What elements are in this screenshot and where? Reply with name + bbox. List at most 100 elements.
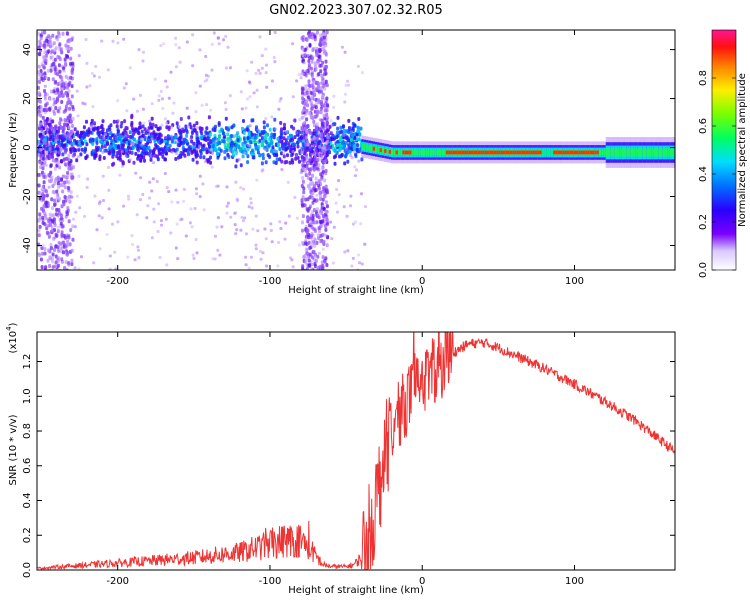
spectrogram-cell: [530, 150, 533, 155]
spectrogram-cell: [321, 263, 325, 268]
spectrogram-cell: [164, 151, 168, 156]
spectrogram-cell: [304, 260, 308, 265]
spectrogram-cell: [324, 184, 328, 189]
spectrogram-cell: [312, 227, 316, 232]
spectrogram-cell: [343, 50, 347, 54]
spectrogram-cell: [66, 137, 70, 141]
spectrogram-cell: [317, 212, 321, 216]
spectrogram-cell: [153, 153, 157, 158]
spectrogram-cell: [321, 94, 325, 99]
spectrogram-cell: [84, 147, 87, 152]
spectrogram-cell: [71, 116, 75, 121]
spectrogram-cell: [157, 139, 161, 144]
spectrogram-cell: [323, 65, 327, 69]
spectrogram-cell: [305, 69, 308, 73]
spectrogram-cell: [246, 154, 250, 159]
spectrogram-cell: [185, 40, 189, 44]
spectrogram-cell: [41, 207, 45, 212]
spectrogram-cell: [190, 139, 194, 144]
spectrogram-cell: [84, 155, 88, 160]
spectrogram-cell: [658, 148, 661, 157]
spectrogram-cell: [82, 134, 86, 139]
spectrogram-cell: [333, 161, 337, 166]
spectrogram-cell: [301, 214, 305, 219]
spectrogram-cell: [191, 149, 195, 154]
spectrogram-cell: [624, 148, 627, 157]
spectrogram-cell: [50, 119, 54, 124]
spectrogram-cell: [140, 137, 144, 141]
spectrogram-cell: [156, 230, 160, 233]
spectrogram-cell: [322, 186, 326, 191]
spectrogram-cell: [71, 237, 75, 242]
spectrogram-cell: [138, 121, 142, 126]
spectrogram-cell: [279, 121, 283, 125]
spectrogram-cell: [264, 117, 268, 120]
spectrogram-cell: [198, 84, 202, 88]
spectrogram-cell: [37, 64, 41, 69]
spectrogram-cell: [54, 138, 58, 143]
spectrogram-cell: [63, 195, 67, 200]
spectrogram-cell: [165, 121, 169, 125]
spectrogram-cell: [65, 118, 69, 123]
spectrogram-cell: [66, 239, 70, 244]
spectrogram-cell: [309, 115, 313, 120]
spectrogram-cell: [335, 130, 339, 135]
spectrogram-cell: [56, 98, 59, 103]
spectrogram-cell: [122, 86, 126, 90]
spectrogram-cell: [361, 143, 364, 150]
spectrogram-cell: [336, 143, 340, 148]
spectrogram-cell: [53, 202, 57, 207]
spectrogram-cell: [350, 130, 353, 134]
spectrogram-cell: [211, 257, 215, 261]
spectrogram-cell: [344, 154, 348, 159]
spectrogram-cell: [507, 150, 510, 155]
spectrogram-cell: [210, 151, 214, 155]
spectrogram-cell: [276, 264, 280, 268]
spectrogram-cell: [250, 206, 254, 210]
spectrogram-cell: [236, 138, 240, 143]
spectrogram-cell: [51, 55, 55, 59]
spectrogram-cell: [128, 150, 132, 155]
spectrogram-cell: [40, 188, 44, 192]
spectrogram-cell: [455, 150, 458, 155]
spectrogram-cell: [255, 178, 259, 182]
spectrogram-cell: [77, 145, 81, 149]
spectrogram-cell: [318, 229, 321, 234]
spectrogram-cell: [329, 131, 333, 136]
spectrogram-cell: [344, 83, 348, 87]
spectrogram-cell: [356, 64, 360, 68]
spectrogram-cell: [566, 150, 570, 155]
snr-series-line: [37, 332, 675, 570]
spectrogram-cell: [140, 143, 144, 147]
spectrogram-cell: [313, 109, 317, 114]
spectrogram-cell: [48, 35, 52, 40]
spectrogram-cell: [336, 115, 340, 120]
spectrogram-cell: [260, 142, 264, 146]
spectrogram-cell: [199, 155, 203, 159]
spectrogram-cell: [296, 144, 300, 149]
spectrogram-cell: [245, 127, 249, 132]
spectrogram-cell: [343, 100, 347, 104]
spectrogram-cell: [302, 139, 305, 143]
spectrogram-cell: [69, 228, 73, 233]
spectrogram-cell: [323, 149, 327, 154]
spectrogram-cell: [200, 103, 204, 107]
spectrogram-cell: [332, 105, 336, 109]
spectrogram-cell: [316, 81, 320, 85]
spectrogram-cell: [621, 148, 625, 157]
spectrogram-cell: [330, 237, 334, 241]
spectrogram-cell: [51, 33, 55, 38]
spectrogram-cell: [250, 132, 254, 137]
spectrogram-cell: [38, 224, 42, 229]
spectrogram-cell: [60, 138, 64, 143]
spectrogram-cell: [59, 47, 63, 52]
spectrogram-cell: [343, 250, 347, 254]
spectrogram-cell: [342, 134, 346, 137]
spectrogram-cell: [268, 137, 272, 142]
spectrogram-cell: [375, 146, 378, 153]
spectrogram-cell: [242, 187, 246, 191]
spectrogram-cell: [41, 244, 45, 248]
spectrogram-cell: [122, 204, 126, 208]
snr-scale-text: (x104): [5, 322, 19, 353]
spectrogram-cell: [39, 105, 43, 110]
